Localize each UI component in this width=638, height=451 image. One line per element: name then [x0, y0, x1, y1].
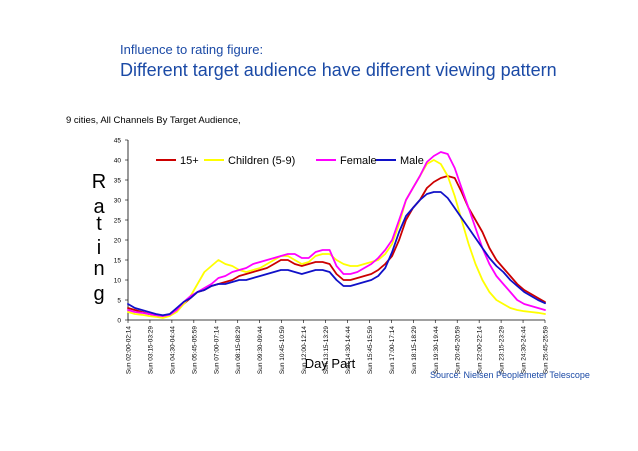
y-axis-label-letter: a — [93, 196, 105, 218]
y-tick-label: 0 — [117, 317, 121, 324]
y-tick-label: 25 — [114, 217, 122, 224]
y-tick-label: 45 — [114, 137, 122, 144]
x-tick-label: Sun 10:45-10:59 — [279, 326, 286, 374]
x-tick-label: Sun 13:15-13:29 — [323, 326, 330, 374]
x-tick-label: Sun 05:45-05:59 — [191, 326, 198, 374]
x-tick-label: Sun 17:00-17:14 — [389, 326, 396, 374]
chart-subtitle: 9 cities, All Channels By Target Audienc… — [66, 115, 241, 126]
x-tick-label: Sun 14:30-14:44 — [345, 326, 352, 374]
y-tick-label: 35 — [114, 177, 122, 184]
y-tick-label: 40 — [114, 157, 122, 164]
x-tick-label: Sun 22:00-22:14 — [477, 326, 484, 374]
legend-label: Children (5-9) — [228, 155, 295, 167]
x-tick-label: Sun 08:15-08:29 — [235, 326, 242, 374]
chart-series-lines — [127, 151, 546, 319]
y-tick-label: 20 — [114, 237, 122, 244]
chart-legend: 15+ Children (5-9) Female Male — [156, 155, 424, 167]
y-tick-label: 10 — [114, 277, 122, 284]
x-tick-label: Sun 20:45-20:59 — [455, 326, 462, 374]
y-tick-label: 30 — [114, 197, 122, 204]
x-tick-label: Sun 25:45-25:59 — [543, 326, 550, 374]
y-tick-label: 5 — [117, 297, 121, 304]
legend-label: 15+ — [180, 155, 199, 167]
x-tick-label: Sun 03:15-03:29 — [147, 326, 154, 374]
x-tick-label: Sun 12:00-12:14 — [301, 326, 308, 374]
series-line-male — [127, 191, 546, 317]
chart-headline: Different target audience have different… — [120, 60, 557, 80]
y-axis-label-letter: n — [93, 258, 104, 280]
y-tick-label: 15 — [114, 257, 122, 264]
y-axis-label-letter: R — [92, 171, 106, 193]
y-axis-label-letter: g — [93, 283, 104, 305]
chart-kicker-title: Influence to rating figure: — [120, 42, 264, 57]
x-tick-label: Sun 23:15-23:29 — [499, 326, 506, 374]
legend-label: Female — [340, 155, 377, 167]
x-axis-label: Day Part — [305, 356, 356, 371]
chart-axes: 0 5 10 15 20 25 30 35 40 45 Sun 02:00-02:14 Sun 03:… — [114, 137, 550, 374]
x-tick-label: Sun 18:15-18:29 — [411, 326, 418, 374]
x-tick-label: Sun 24:30-24:44 — [521, 326, 528, 374]
x-tick-label: Sun 07:00-07:14 — [213, 326, 220, 374]
y-axis-label-letter: i — [97, 237, 101, 259]
x-tick-label: Sun 04:30-04:44 — [169, 326, 176, 374]
x-tick-label: Sun 02:00-02:14 — [126, 326, 133, 374]
x-tick-label: Sun 19:30-19:44 — [433, 326, 440, 374]
series-line-children-5-9 — [127, 159, 546, 319]
source-note: Source: Nielsen Peoplemeter Telescope — [430, 370, 590, 380]
x-tick-label: Sun 09:30-09:44 — [257, 326, 264, 374]
legend-label: Male — [400, 155, 424, 167]
y-axis-label-letter: t — [96, 213, 102, 235]
x-tick-label: Sun 15:45-15:59 — [367, 326, 374, 374]
